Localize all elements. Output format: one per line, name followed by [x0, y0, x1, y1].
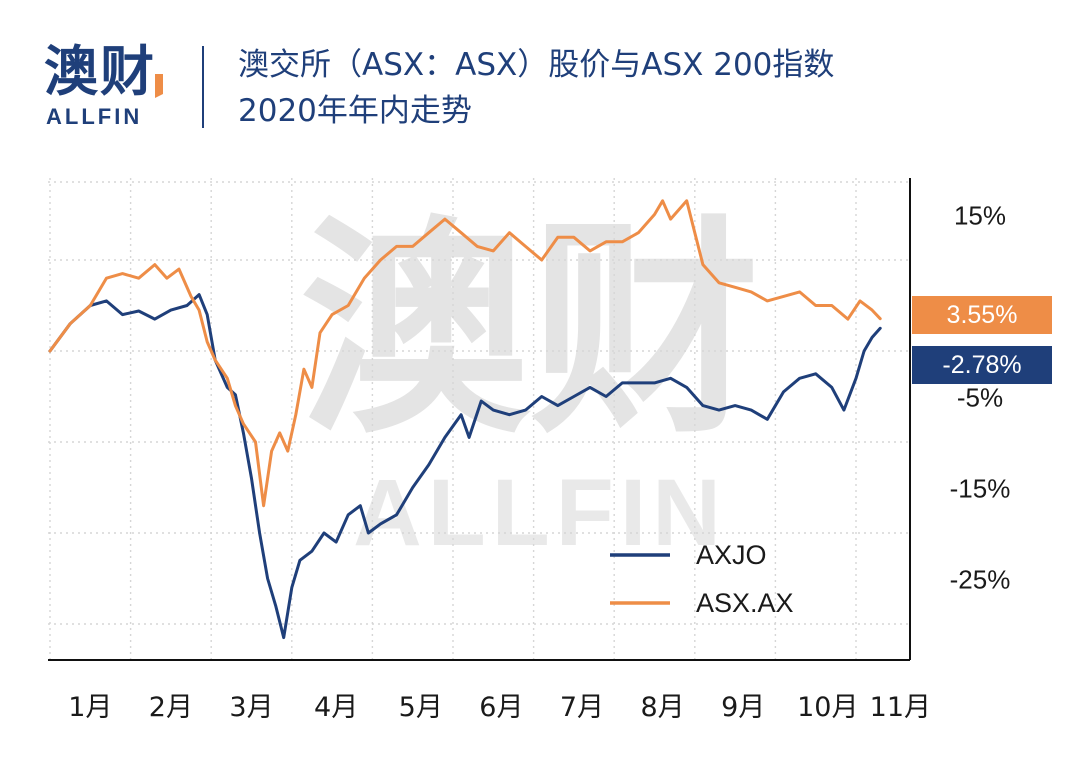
watermark-text: ALLFIN [353, 460, 727, 566]
chart-title-block: 澳交所（ASX：ASX）股价与ASX 200指数 2020年年内走势 [238, 42, 834, 134]
logo-accent-mark [155, 74, 163, 98]
x-tick-label: 2月 [149, 692, 193, 723]
x-tick-label: 7月 [560, 692, 604, 723]
x-tick-label: 4月 [314, 692, 358, 723]
series-line-asx-ax [48, 199, 882, 508]
header-divider [202, 46, 204, 128]
x-tick-label: 3月 [229, 692, 273, 723]
y-tick-label: -5% [957, 383, 1003, 413]
x-tick-label: 6月 [479, 692, 523, 723]
y-tick-label: -15% [950, 474, 1011, 504]
x-tick-label: 8月 [640, 692, 684, 723]
watermark-text: 澳财 [300, 198, 760, 465]
y-tick-label: -25% [950, 565, 1011, 595]
legend-label: AXJO [696, 540, 767, 570]
y-tick-label: 15% [954, 201, 1006, 231]
chart-subtitle: 2020年年内走势 [238, 93, 472, 129]
logo-chinese-text: 澳财 [44, 40, 156, 103]
series-line-axjo [48, 293, 882, 640]
axjo-end-label: -2.78% [912, 346, 1052, 384]
chart-title: 澳交所（ASX：ASX）股价与ASX 200指数 [238, 47, 835, 83]
x-tick-label: 11月 [870, 692, 931, 723]
logo-english-text: ALLFIN [46, 104, 143, 129]
legend-label: ASX.AX [696, 588, 794, 618]
x-tick-label: 10月 [797, 692, 858, 723]
x-tick-label: 9月 [721, 692, 765, 723]
asx-end-label: 3.55% [912, 296, 1052, 334]
x-tick-label: 5月 [399, 692, 443, 723]
x-tick-label: 1月 [68, 692, 112, 723]
